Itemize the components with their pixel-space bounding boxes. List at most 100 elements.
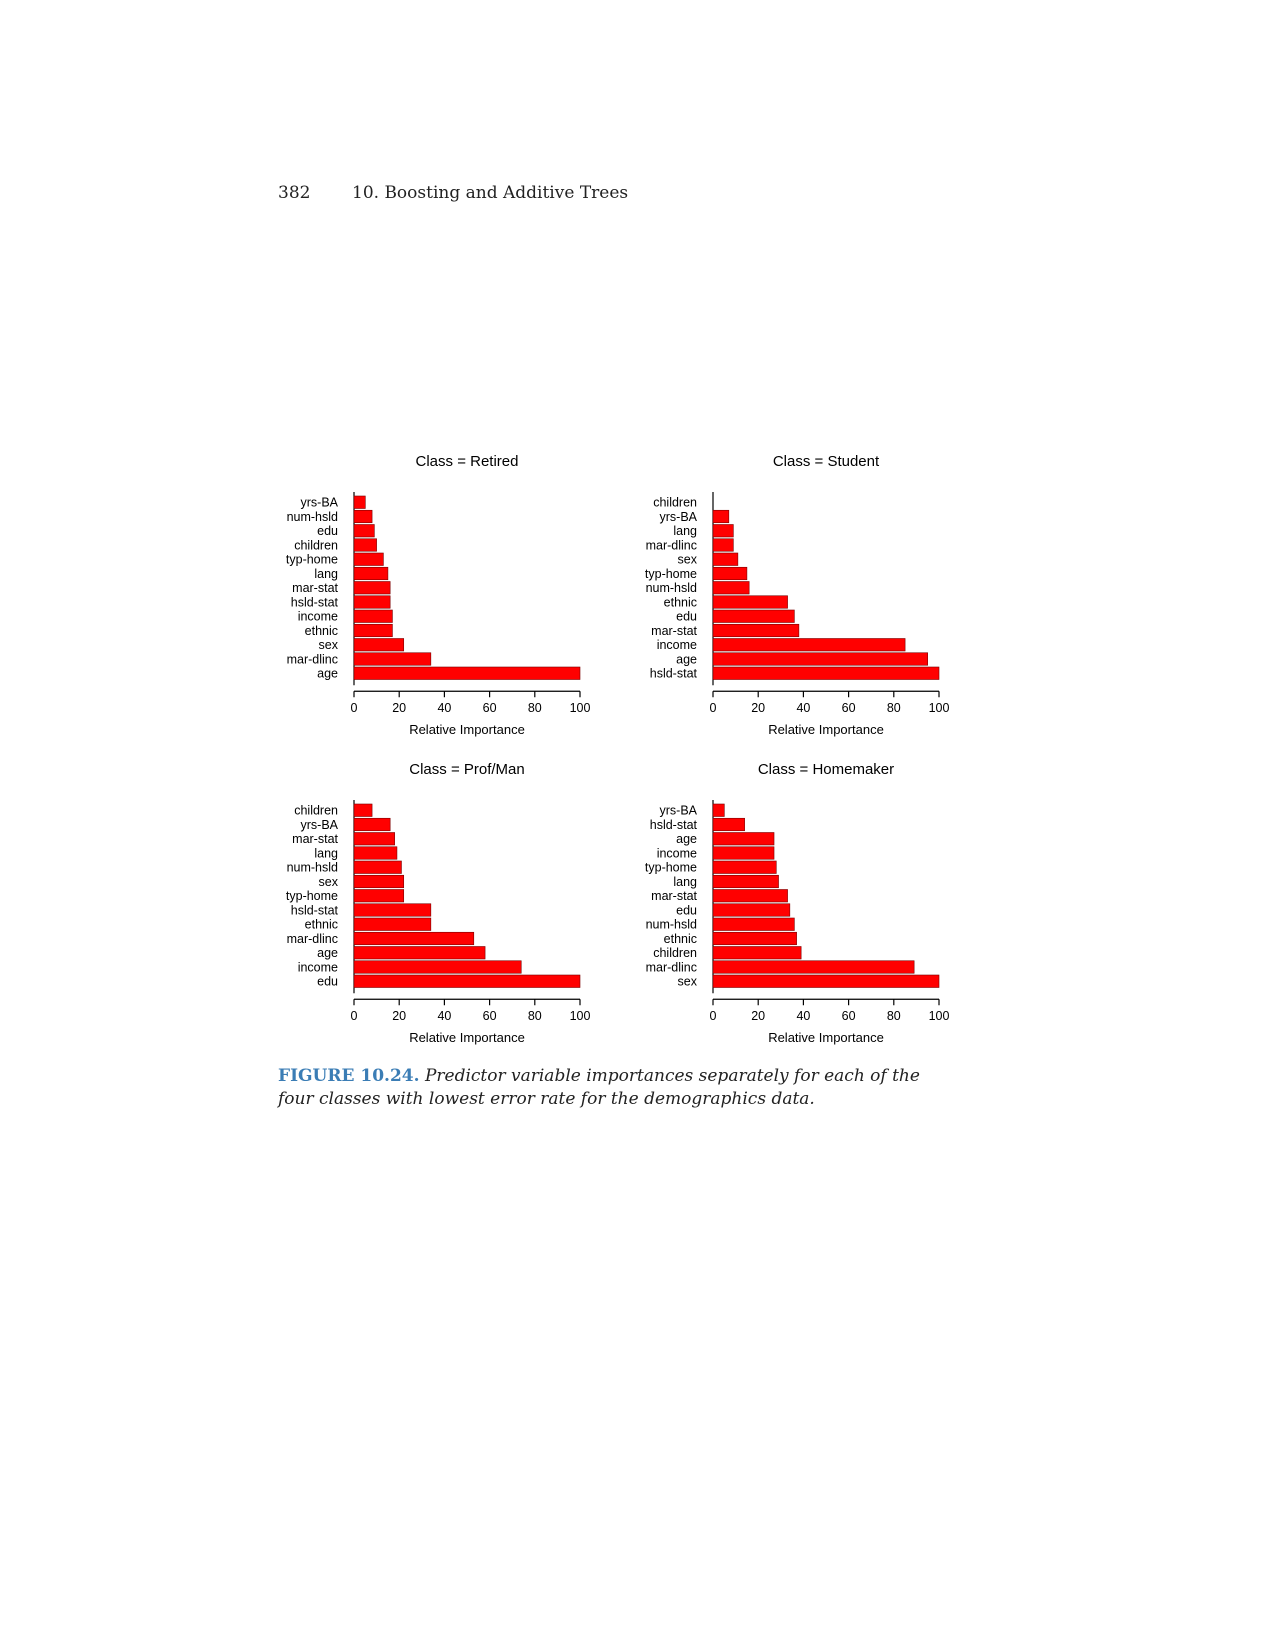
chart-title: Class = Prof/Man (409, 761, 524, 778)
bar-typ-home (353, 552, 384, 566)
category-label: num-hsld (646, 918, 697, 932)
x-tick-label: 20 (751, 701, 765, 715)
bar-ethnic (712, 595, 788, 609)
category-label: hsld-stat (650, 667, 698, 681)
category-label: edu (676, 903, 697, 917)
category-label: yrs-BA (301, 818, 339, 832)
bar-sex (712, 552, 739, 566)
bar-num-hsld (353, 509, 373, 524)
category-label: age (676, 832, 697, 846)
bar-ethnic (712, 931, 797, 946)
bar-income (712, 638, 906, 652)
category-label: typ-home (286, 889, 338, 903)
bar-num-hsld (712, 917, 795, 931)
category-label: lang (673, 524, 697, 538)
category-label: num-hsld (287, 510, 338, 524)
bar-income (712, 846, 775, 860)
category-label: num-hsld (287, 861, 338, 875)
x-axis-label: Relative Importance (768, 722, 884, 737)
category-label: mar-stat (292, 581, 338, 595)
category-label: mar-stat (651, 889, 697, 903)
category-label: sex (319, 875, 339, 889)
x-tick-label: 40 (796, 1009, 810, 1023)
bar-sex (353, 638, 405, 652)
category-label: children (653, 946, 697, 960)
x-tick-label: 80 (528, 701, 542, 715)
category-label: lang (673, 875, 697, 889)
x-tick-label: 40 (437, 701, 451, 715)
category-label: typ-home (286, 553, 338, 567)
bar-edu (353, 524, 375, 538)
bar-yrs-BA (712, 509, 730, 524)
category-label: mar-dlinc (646, 538, 697, 552)
bar-typ-home (353, 889, 405, 903)
bar-hsld-stat (712, 666, 940, 680)
bar-age (353, 666, 581, 680)
bar-children (353, 803, 373, 817)
bar-mar-dlinc (712, 960, 915, 974)
category-label: hsld-stat (291, 595, 339, 609)
x-tick-label: 20 (392, 1009, 406, 1023)
x-axis-label: Relative Importance (768, 1030, 884, 1045)
bar-mar-stat (353, 581, 391, 595)
bar-typ-home (712, 566, 748, 581)
x-tick-label: 60 (842, 1009, 856, 1023)
category-label: yrs-BA (301, 496, 339, 510)
x-tick-label: 80 (528, 1009, 542, 1023)
bar-edu (712, 609, 795, 623)
bar-mar-stat (712, 889, 788, 903)
chart-panel-3: Class = Prof/Man childrenyrs-BAmar-statla… (286, 761, 591, 1045)
bar-children (712, 946, 802, 960)
bar-hsld-stat (353, 595, 391, 609)
page-number: 382 (278, 183, 311, 203)
x-tick-label: 0 (351, 701, 358, 715)
x-axis-label: Relative Importance (409, 1030, 525, 1045)
category-label: hsld-stat (650, 818, 698, 832)
category-label: ethnic (305, 624, 338, 638)
x-tick-label: 100 (929, 701, 950, 715)
figure-caption: FIGURE 10.24. Predictor variable importa… (278, 1065, 958, 1111)
category-label: mar-dlinc (287, 652, 338, 666)
category-label: ethnic (305, 918, 338, 932)
chart-title: Class = Student (773, 453, 880, 470)
chapter-title: 10. Boosting and Additive Trees (352, 183, 629, 203)
x-tick-label: 100 (570, 701, 591, 715)
category-label: mar-stat (651, 624, 697, 638)
x-tick-label: 20 (751, 1009, 765, 1023)
bar-edu (712, 903, 791, 917)
x-tick-label: 100 (929, 1009, 950, 1023)
bar-yrs-BA (353, 817, 391, 832)
category-label: hsld-stat (291, 903, 339, 917)
chart-panel-4: Class = Homemaker yrs-BAhsld-statageincom… (645, 761, 950, 1045)
category-label: typ-home (645, 861, 697, 875)
x-tick-label: 0 (710, 1009, 717, 1023)
category-label: ethnic (664, 595, 697, 609)
bar-age (353, 946, 486, 960)
bar-hsld-stat (712, 817, 745, 832)
bar-lang (712, 874, 779, 889)
category-label: num-hsld (646, 581, 697, 595)
bar-sex (353, 874, 405, 889)
bar-edu (353, 974, 581, 988)
bar-lang (353, 566, 389, 581)
bar-hsld-stat (353, 903, 432, 917)
x-tick-label: 60 (842, 701, 856, 715)
bar-mar-dlinc (353, 652, 432, 666)
bar-age (712, 832, 775, 846)
x-tick-label: 20 (392, 701, 406, 715)
category-label: yrs-BA (660, 804, 698, 818)
figure-caption-text: Predictor variable importances separatel… (278, 1066, 920, 1109)
x-tick-label: 60 (483, 701, 497, 715)
x-tick-label: 40 (437, 1009, 451, 1023)
category-label: edu (317, 524, 338, 538)
running-head: 382 10. Boosting and Additive Trees (278, 183, 628, 203)
bar-mar-stat (353, 832, 395, 846)
x-tick-label: 0 (710, 701, 717, 715)
category-label: sex (319, 638, 339, 652)
category-label: mar-dlinc (646, 960, 697, 974)
category-label: typ-home (645, 567, 697, 581)
category-label: age (317, 946, 338, 960)
category-label: age (676, 652, 697, 666)
